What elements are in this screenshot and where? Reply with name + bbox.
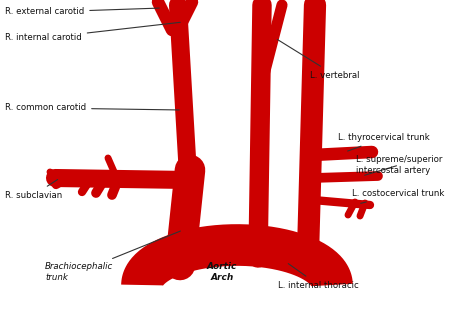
Text: R. common carotid: R. common carotid	[5, 104, 179, 113]
Text: Aortic
Arch: Aortic Arch	[207, 262, 237, 282]
Text: R. external carotid: R. external carotid	[5, 7, 159, 16]
Text: L. costocervical trunk: L. costocervical trunk	[352, 189, 444, 203]
Text: R. internal carotid: R. internal carotid	[5, 22, 180, 43]
Text: L. supreme/superior
intercostal artery: L. supreme/superior intercostal artery	[356, 155, 442, 175]
Text: Brachiocephalic
trunk: Brachiocephalic trunk	[45, 231, 181, 282]
Text: L. internal thoracic: L. internal thoracic	[278, 264, 359, 290]
Text: R. subclavian: R. subclavian	[5, 179, 62, 199]
Text: L. vertebral: L. vertebral	[277, 39, 359, 80]
Text: L. thyrocervical trunk: L. thyrocervical trunk	[338, 133, 430, 151]
